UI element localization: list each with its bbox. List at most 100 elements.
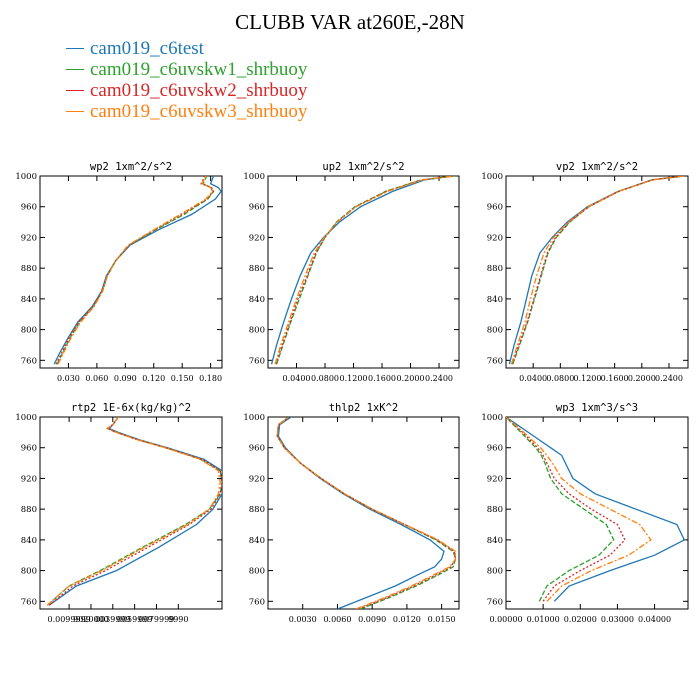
plot-frame: [39, 416, 223, 610]
legend-label: cam019_c6test: [90, 37, 204, 59]
y-tick-label: 880: [249, 505, 265, 515]
x-tick-label: 0.02000: [564, 615, 597, 624]
y-tick-label: 760: [21, 597, 37, 607]
y-tick-label: 920: [487, 233, 503, 243]
x-tick-label: 0.1600: [601, 374, 629, 383]
series-line: [276, 417, 457, 609]
y-tick-label: 880: [487, 264, 503, 274]
y-tick-label: 880: [21, 264, 37, 274]
x-tick-label: 0.0090: [358, 615, 386, 624]
series-line: [508, 176, 684, 365]
y-tick-label: 960: [487, 203, 503, 213]
x-tick-label: 0.03000: [601, 615, 634, 624]
legend-swatch: [66, 48, 84, 49]
legend-item: cam019_c6test: [66, 38, 307, 59]
legend-item: cam019_c6uvskw3_shrbuoy: [66, 101, 307, 122]
chart-panel: rtp2 1E-6x(kg/kg)^2 760 800 840 880 920 960 100…: [15, 402, 223, 624]
y-tick-label: 800: [21, 326, 37, 336]
series-line: [48, 417, 222, 606]
x-tick-label: 0.0400: [519, 374, 547, 383]
x-tick-label: 0.120: [142, 374, 165, 383]
x-tick-label: 0.060: [85, 374, 108, 383]
series-line: [55, 176, 215, 365]
y-tick-label: 760: [21, 356, 37, 366]
y-tick-label: 760: [487, 597, 503, 607]
x-tick-label: 9020000: [73, 615, 109, 624]
y-tick-label: 1000: [481, 413, 503, 423]
series-line: [506, 417, 652, 602]
chart-panel: wp2 1xm^2/s^2 760 800 840 880 920 960 1000 0.030…: [15, 161, 223, 383]
x-tick-label: 0.180: [199, 374, 222, 383]
series-line: [270, 176, 454, 365]
x-tick-label: 0.150: [171, 374, 194, 383]
panel-title: wp3 1xm^3/s^3: [556, 402, 638, 414]
y-tick-label: 1000: [481, 172, 503, 182]
y-tick-label: 840: [487, 536, 503, 546]
legend-swatch: [66, 111, 84, 112]
y-tick-label: 800: [21, 567, 37, 577]
x-tick-label: 0.030: [57, 374, 80, 383]
x-tick-label: 0059999: [117, 615, 153, 624]
y-tick-label: 760: [487, 356, 503, 366]
x-tick-label: 0.1200: [340, 374, 368, 383]
y-tick-label: 1000: [243, 413, 265, 423]
plot-frame: [39, 175, 223, 369]
x-tick-label: 0.01000: [527, 615, 560, 624]
plot-frame: [505, 416, 689, 610]
x-tick-label: 0.1200: [573, 374, 601, 383]
plot-frame: [505, 175, 689, 369]
x-tick-label: 0.1600: [368, 374, 396, 383]
chart-panel: thlp2 1xK^2 760 800 840 880 920 960 1000 0.0030 0…: [243, 402, 460, 624]
x-tick-label: 0.2000: [397, 374, 425, 383]
panel-title: vp2 1xm^2/s^2: [556, 161, 638, 173]
legend: cam019_c6test cam019_c6uvskw1_shrbuoy ca…: [66, 38, 307, 122]
y-tick-label: 800: [487, 326, 503, 336]
series-line: [276, 417, 457, 609]
plot-frame: [267, 175, 460, 369]
legend-swatch: [66, 90, 84, 91]
series-line: [276, 417, 457, 609]
series-line: [506, 417, 686, 602]
legend-label: cam019_c6uvskw2_shrbuoy: [90, 79, 308, 101]
y-tick-label: 760: [249, 597, 265, 607]
y-tick-label: 840: [21, 295, 37, 305]
legend-label: cam019_c6uvskw1_shrbuoy: [90, 58, 308, 80]
series-line: [506, 417, 626, 602]
x-tick-label: 0.0030: [289, 615, 317, 624]
y-tick-label: 960: [21, 444, 37, 454]
series-line: [46, 417, 221, 606]
y-tick-label: 920: [249, 233, 265, 243]
y-tick-label: 800: [249, 567, 265, 577]
y-tick-label: 960: [487, 444, 503, 454]
x-tick-label: 0.2400: [425, 374, 453, 383]
y-tick-label: 1000: [15, 172, 37, 182]
series-line: [277, 417, 445, 609]
y-tick-label: 1000: [15, 413, 37, 423]
y-tick-label: 960: [249, 203, 265, 213]
series-line: [46, 417, 222, 606]
y-tick-label: 800: [249, 326, 265, 336]
y-tick-label: 1000: [243, 172, 265, 182]
series-line: [510, 176, 684, 365]
series-line: [48, 417, 222, 606]
x-tick-label: 0.0099999: [47, 615, 90, 624]
legend-item: cam019_c6uvskw1_shrbuoy: [66, 59, 307, 80]
y-tick-label: 840: [249, 536, 265, 546]
legend-swatch: [66, 69, 84, 70]
series-line: [56, 176, 215, 365]
x-tick-label: 0.04000: [638, 615, 671, 624]
x-tick-label: 0.2000: [628, 374, 656, 383]
x-tick-label: 9990: [168, 615, 188, 624]
legend-label: cam019_c6uvskw3_shrbuoy: [90, 100, 308, 122]
series-line: [274, 176, 455, 365]
y-tick-label: 920: [21, 233, 37, 243]
y-tick-label: 880: [21, 505, 37, 515]
x-tick-label: 0.2400: [655, 374, 683, 383]
y-tick-label: 960: [249, 444, 265, 454]
y-tick-label: 760: [249, 356, 265, 366]
x-tick-label: 0.0120: [393, 615, 421, 624]
y-tick-label: 920: [21, 474, 37, 484]
x-tick-label: 0.0150: [428, 615, 456, 624]
panel-title: thlp2 1xK^2: [329, 402, 399, 414]
